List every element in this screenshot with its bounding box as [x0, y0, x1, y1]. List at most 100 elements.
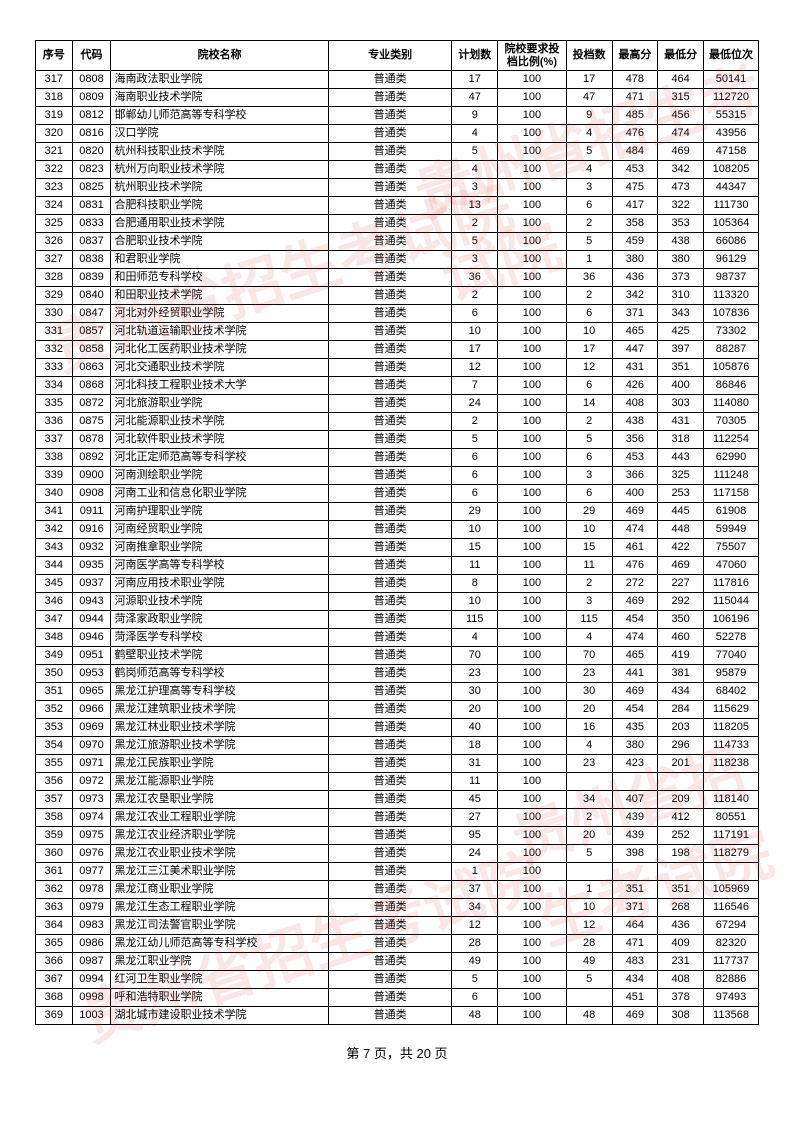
table-cell: 0932 — [72, 539, 111, 557]
table-body: 3170808海南政法职业学院普通类1710017478464501413180… — [36, 71, 759, 1025]
table-cell: 0972 — [72, 773, 111, 791]
table-cell: 471 — [612, 935, 658, 953]
table-cell: 318 — [658, 431, 704, 449]
table-cell: 合肥通用职业技术学院 — [111, 215, 328, 233]
table-cell: 0965 — [72, 683, 111, 701]
table-cell: 河南工业和信息化职业学院 — [111, 485, 328, 503]
table-cell: 439 — [612, 809, 658, 827]
table-row: 3200816汉口学院普通类4100447647443956 — [36, 125, 759, 143]
table-cell: 326 — [36, 233, 73, 251]
table-cell: 365 — [36, 935, 73, 953]
table-cell: 3 — [452, 179, 498, 197]
table-cell: 366 — [36, 953, 73, 971]
col-rank: 最低位次 — [704, 41, 759, 71]
table-cell: 117191 — [704, 827, 759, 845]
table-cell: 381 — [658, 665, 704, 683]
table-cell: 474 — [658, 125, 704, 143]
table-cell: 5 — [452, 971, 498, 989]
table-cell — [658, 863, 704, 881]
table-cell: 36 — [452, 269, 498, 287]
table-cell: 5 — [452, 143, 498, 161]
table-cell: 6 — [566, 377, 612, 395]
table-cell: 461 — [612, 539, 658, 557]
table-cell: 320 — [36, 125, 73, 143]
table-cell: 198 — [658, 845, 704, 863]
table-cell: 419 — [658, 647, 704, 665]
table-cell: 普通类 — [328, 701, 452, 719]
table-cell: 0840 — [72, 287, 111, 305]
table-cell: 100 — [498, 1007, 567, 1025]
table-row: 3380892河北正定师范高等专科学校普通类6100645344362990 — [36, 449, 759, 467]
table-cell: 湖北城市建设职业技术学院 — [111, 1007, 328, 1025]
table-row: 3520966黑龙江建筑职业技术学院普通类2010020454284115629 — [36, 701, 759, 719]
table-cell: 325 — [36, 215, 73, 233]
table-cell: 0953 — [72, 665, 111, 683]
table-cell: 7 — [452, 377, 498, 395]
table-cell: 普通类 — [328, 161, 452, 179]
table-cell: 330 — [36, 305, 73, 323]
table-cell: 黑龙江建筑职业技术学院 — [111, 701, 328, 719]
table-cell: 59949 — [704, 521, 759, 539]
table-cell: 272 — [612, 575, 658, 593]
table-row: 3530969黑龙江林业职业技术学院普通类4010016435203118205 — [36, 719, 759, 737]
table-cell: 28 — [452, 935, 498, 953]
table-cell: 23 — [452, 665, 498, 683]
table-cell: 342 — [612, 287, 658, 305]
table-cell: 118205 — [704, 719, 759, 737]
table-cell: 342 — [36, 521, 73, 539]
table-cell: 0808 — [72, 71, 111, 89]
table-cell: 82886 — [704, 971, 759, 989]
table-cell: 62990 — [704, 449, 759, 467]
table-cell: 474 — [612, 629, 658, 647]
table-cell: 100 — [498, 791, 567, 809]
table-cell: 100 — [498, 179, 567, 197]
table-cell: 434 — [612, 971, 658, 989]
table-cell: 397 — [658, 341, 704, 359]
table-cell — [566, 863, 612, 881]
table-cell: 14 — [566, 395, 612, 413]
table-cell: 332 — [36, 341, 73, 359]
table-cell: 113320 — [704, 287, 759, 305]
table-cell: 15 — [452, 539, 498, 557]
table-cell: 5 — [566, 431, 612, 449]
table-cell: 普通类 — [328, 683, 452, 701]
table-cell: 汉口学院 — [111, 125, 328, 143]
table-cell: 100 — [498, 107, 567, 125]
table-cell: 476 — [612, 125, 658, 143]
table-row: 3691003湖北城市建设职业技术学院普通类481004846930811356… — [36, 1007, 759, 1025]
table-cell: 343 — [36, 539, 73, 557]
table-cell: 3 — [452, 251, 498, 269]
table-cell: 0857 — [72, 323, 111, 341]
table-cell: 4 — [566, 629, 612, 647]
table-row: 3290840和田职业技术学院普通类21002342310113320 — [36, 287, 759, 305]
table-cell: 17 — [566, 71, 612, 89]
table-cell: 1 — [452, 863, 498, 881]
table-cell: 66086 — [704, 233, 759, 251]
table-cell: 0823 — [72, 161, 111, 179]
table-cell: 30 — [566, 683, 612, 701]
table-cell: 河北化工医药职业技术学院 — [111, 341, 328, 359]
table-cell: 478 — [612, 71, 658, 89]
table-cell: 河南推拿职业学院 — [111, 539, 328, 557]
table-cell: 2 — [452, 215, 498, 233]
table-row: 3620978黑龙江商业职业学院普通类371001351351105969 — [36, 881, 759, 899]
table-cell: 普通类 — [328, 143, 452, 161]
table-row: 3660987黑龙江职业学院普通类4910049483231117737 — [36, 953, 759, 971]
table-cell: 227 — [658, 575, 704, 593]
table-cell: 河南测绘职业学院 — [111, 467, 328, 485]
table-cell: 485 — [612, 107, 658, 125]
table-cell: 6 — [566, 305, 612, 323]
table-row: 3630979黑龙江生态工程职业学院普通类3410010371268116546 — [36, 899, 759, 917]
table-cell: 100 — [498, 809, 567, 827]
table-cell: 2 — [566, 575, 612, 593]
table-cell: 315 — [658, 89, 704, 107]
table-cell: 100 — [498, 773, 567, 791]
table-cell: 4 — [566, 161, 612, 179]
table-cell: 普通类 — [328, 125, 452, 143]
table-cell: 351 — [658, 881, 704, 899]
table-cell: 303 — [658, 395, 704, 413]
table-cell: 459 — [612, 233, 658, 251]
table-cell: 普通类 — [328, 665, 452, 683]
table-cell: 100 — [498, 755, 567, 773]
table-row: 3580974黑龙江农业工程职业学院普通类27100243941280551 — [36, 809, 759, 827]
